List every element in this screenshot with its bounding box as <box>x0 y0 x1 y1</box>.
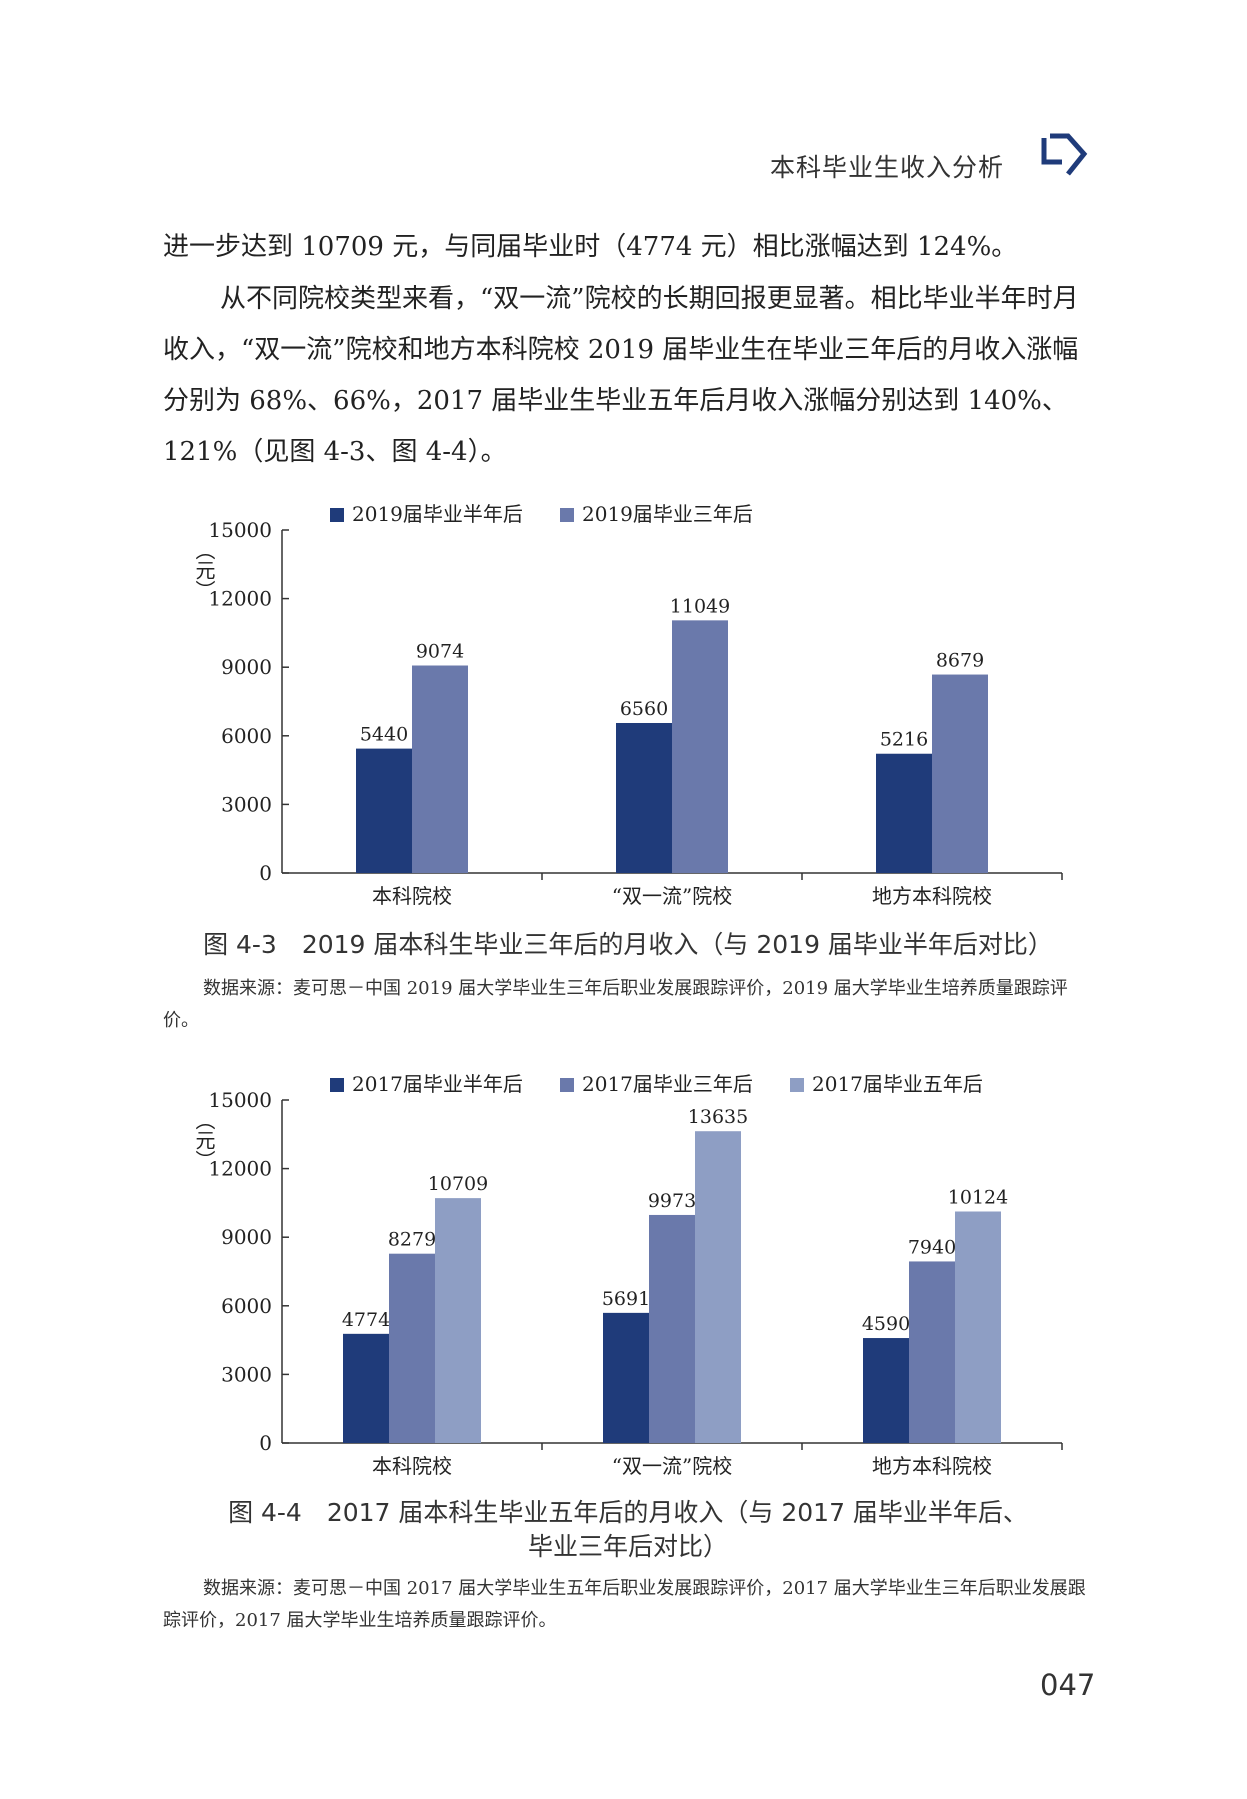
y-tick-label-0: 0 <box>259 1431 272 1455</box>
legend-label-2: 2019届毕业三年后 <box>582 502 753 526</box>
bar-2017--1 <box>435 1198 481 1443</box>
bar-2019--2 <box>616 722 672 873</box>
data-label-s1-c2: 6560 <box>620 698 668 720</box>
figure-4-4-source: 数据来源：麦可思－中国 2017 届大学毕业生五年后职业发展跟踪评价，2017 … <box>163 1578 1086 1631</box>
x-tick-label-1: 本科院校 <box>372 1454 452 1478</box>
legend-label-1: 2019届毕业半年后 <box>352 502 523 526</box>
bar-2017--3 <box>909 1261 955 1443</box>
y-axis-unit-label: （元） <box>192 540 216 600</box>
body-paragraph-1: 进一步达到 10709 元，与同届毕业时（4774 元）相比涨幅达到 124%。 <box>163 232 1018 262</box>
data-label-s2-c2: 11049 <box>670 595 730 617</box>
legend-swatch-3 <box>790 1078 804 1092</box>
y-tick-label-9000: 9000 <box>221 655 272 679</box>
y-tick-label-9000: 9000 <box>221 1225 272 1249</box>
bar-2019--1 <box>412 665 468 873</box>
bar-chart-2019: 2019届毕业半年后 2019届毕业三年后 0 3000 6000 9000 12000 15… <box>192 502 1063 908</box>
x-tick-label-2: “双一流”院校 <box>612 884 732 908</box>
data-label-s1-c3: 4590 <box>862 1313 910 1335</box>
data-label-s1-c1: 4774 <box>342 1309 390 1331</box>
y-axis-unit-label: （元） <box>192 1110 216 1170</box>
data-label-s2-c1: 9074 <box>416 641 464 663</box>
bar-2017--2 <box>649 1214 695 1443</box>
data-label-s1-c2: 5691 <box>602 1288 650 1310</box>
bar-chart-2017: 2017届毕业半年后 2017届毕业三年后 2017届毕业五年后 0 3000 6000 9… <box>192 1072 1063 1478</box>
chapter-logo-icon <box>1041 133 1088 176</box>
y-tick-label-12000: 12000 <box>208 1157 272 1181</box>
legend-swatch-2 <box>560 1078 574 1092</box>
data-label-s1-c3: 5216 <box>880 729 928 751</box>
data-label-s1-c1: 5440 <box>360 724 408 746</box>
data-label-s2-c3: 7940 <box>908 1236 956 1258</box>
y-tick-label-12000: 12000 <box>208 587 272 611</box>
x-tick-label-3: 地方本科院校 <box>872 884 992 908</box>
data-label-s2-c2: 9973 <box>648 1190 696 1212</box>
figure-4-4-caption-line2: 毕业三年后对比） <box>527 1532 728 1561</box>
y-tick-label-6000: 6000 <box>221 724 272 748</box>
y-tick-label-15000: 15000 <box>208 1088 272 1112</box>
y-tick-label-3000: 3000 <box>221 1362 272 1386</box>
legend-label-1: 2017届毕业半年后 <box>352 1072 523 1096</box>
x-tick-label-2: “双一流”院校 <box>612 1454 732 1478</box>
bar-2019--2 <box>672 620 728 873</box>
data-label-s3-c2: 13635 <box>688 1106 748 1128</box>
data-label-s2-c3: 8679 <box>936 650 984 672</box>
bar-2017--2 <box>695 1131 741 1443</box>
legend-swatch-1 <box>330 1078 344 1092</box>
bar-2017--3 <box>863 1338 909 1443</box>
y-tick-label-15000: 15000 <box>208 518 272 542</box>
y-tick-label-6000: 6000 <box>221 1294 272 1318</box>
figure-4-4-caption-line1: 图 4-4 2017 届本科生毕业五年后的月收入（与 2017 届毕业半年后、 <box>228 1498 1028 1527</box>
x-tick-label-1: 本科院校 <box>372 884 452 908</box>
figure-4-3-source: 数据来源：麦可思－中国 2019 届大学毕业生三年后职业发展跟踪评价，2019 … <box>163 978 1068 1031</box>
legend-swatch-1 <box>330 508 344 522</box>
page-number: 047 <box>1040 1668 1096 1702</box>
y-tick-label-3000: 3000 <box>221 792 272 816</box>
data-label-s2-c1: 8279 <box>388 1229 436 1251</box>
page-header-title: 本科毕业生收入分析 <box>770 153 1005 182</box>
legend-label-2: 2017届毕业三年后 <box>582 1072 753 1096</box>
bar-2017--2 <box>603 1312 649 1443</box>
bar-2019--1 <box>356 748 412 873</box>
bar-2019--3 <box>932 674 988 873</box>
y-tick-label-0: 0 <box>259 861 272 885</box>
data-label-s3-c1: 10709 <box>428 1173 488 1195</box>
figure-4-3-caption: 图 4-3 2019 届本科生毕业三年后的月收入（与 2019 届毕业半年后对比… <box>203 930 1053 959</box>
body-paragraph-2: 从不同院校类型来看，“双一流”院校的长期回报更显著。相比毕业半年时月收入，“双一… <box>163 284 1079 467</box>
bar-2017--3 <box>955 1211 1001 1443</box>
legend-label-3: 2017届毕业五年后 <box>812 1072 983 1096</box>
bar-2017--1 <box>343 1333 389 1443</box>
bar-2017--1 <box>389 1253 435 1443</box>
data-label-s3-c3: 10124 <box>948 1186 1008 1208</box>
x-tick-label-3: 地方本科院校 <box>872 1454 992 1478</box>
bar-2019--3 <box>876 753 932 873</box>
legend-swatch-2 <box>560 508 574 522</box>
